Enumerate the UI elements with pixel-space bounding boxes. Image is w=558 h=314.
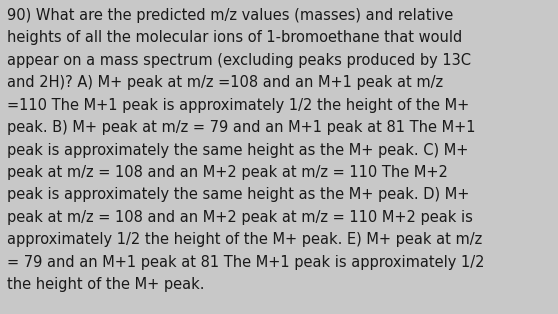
Text: =110 The M+1 peak is approximately 1/2 the height of the M+: =110 The M+1 peak is approximately 1/2 t… (7, 98, 469, 113)
Text: peak at m/z = 108 and an M+2 peak at m/z = 110 M+2 peak is: peak at m/z = 108 and an M+2 peak at m/z… (7, 210, 473, 225)
Text: 90) What are the predicted m/z values (masses) and relative: 90) What are the predicted m/z values (m… (7, 8, 454, 23)
Text: peak is approximately the same height as the M+ peak. D) M+: peak is approximately the same height as… (7, 187, 470, 203)
Text: peak at m/z = 108 and an M+2 peak at m/z = 110 The M+2: peak at m/z = 108 and an M+2 peak at m/z… (7, 165, 448, 180)
Text: the height of the M+ peak.: the height of the M+ peak. (7, 277, 205, 292)
Text: = 79 and an M+1 peak at 81 The M+1 peak is approximately 1/2: = 79 and an M+1 peak at 81 The M+1 peak … (7, 255, 485, 270)
Text: and 2H)? A) M+ peak at m/z =108 and an M+1 peak at m/z: and 2H)? A) M+ peak at m/z =108 and an M… (7, 75, 444, 90)
Text: heights of all the molecular ions of 1-bromoethane that would: heights of all the molecular ions of 1-b… (7, 30, 463, 45)
Text: peak is approximately the same height as the M+ peak. C) M+: peak is approximately the same height as… (7, 143, 469, 158)
Text: appear on a mass spectrum (excluding peaks produced by 13C: appear on a mass spectrum (excluding pea… (7, 53, 472, 68)
Text: peak. B) M+ peak at m/z = 79 and an M+1 peak at 81 The M+1: peak. B) M+ peak at m/z = 79 and an M+1 … (7, 120, 476, 135)
Text: approximately 1/2 the height of the M+ peak. E) M+ peak at m/z: approximately 1/2 the height of the M+ p… (7, 232, 483, 247)
